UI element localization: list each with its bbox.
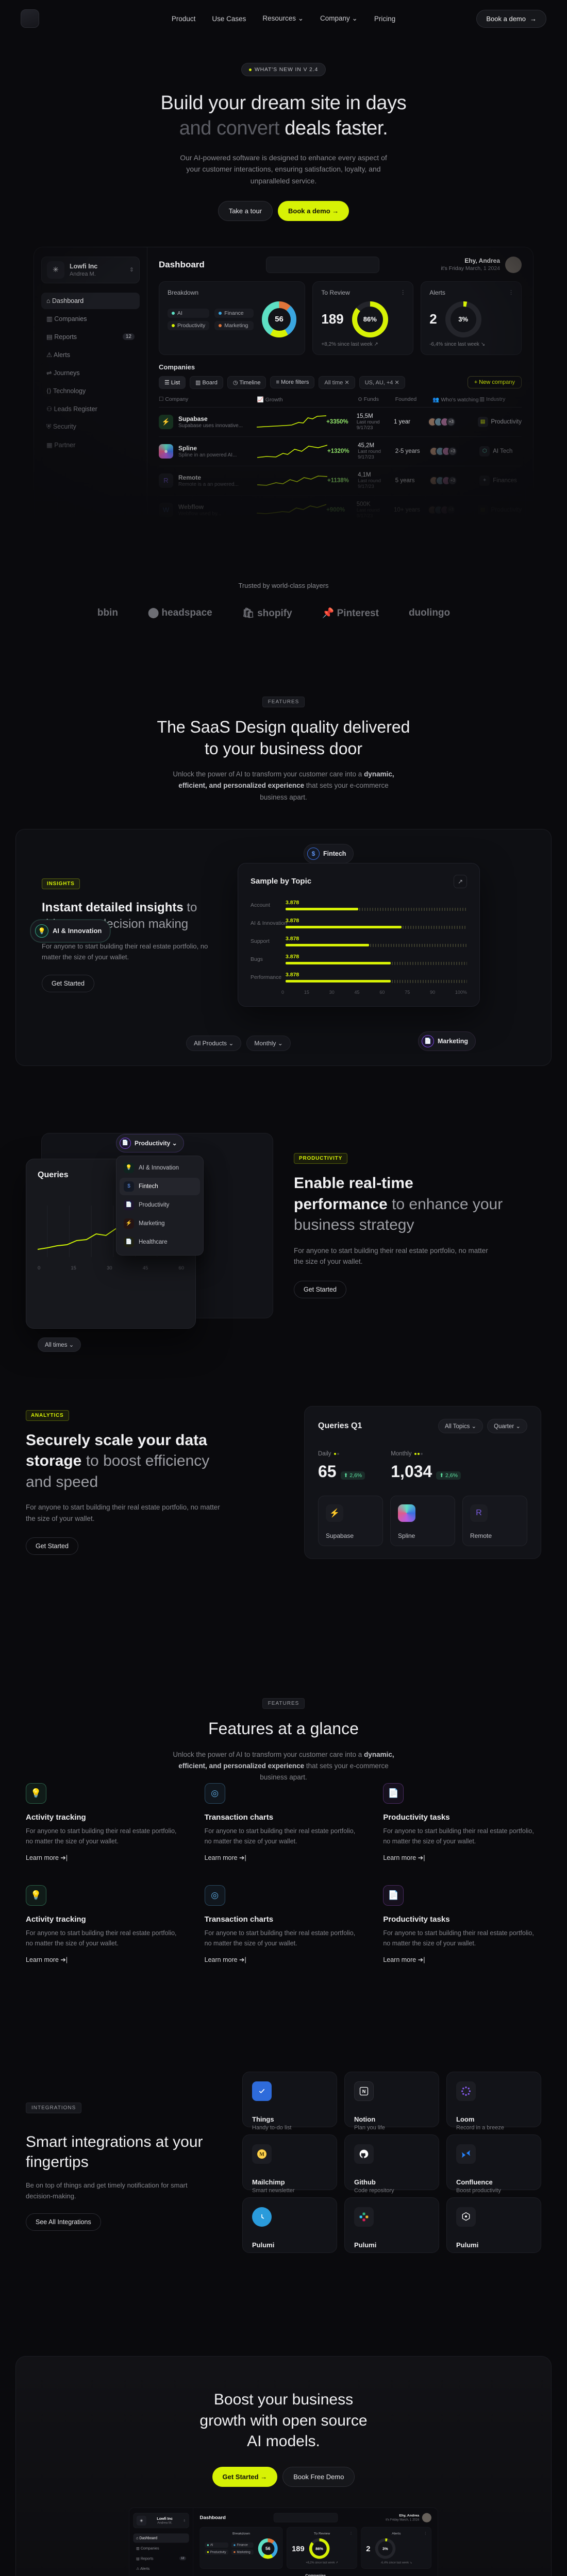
svg-text:N: N (362, 2089, 366, 2094)
svg-text:M: M (259, 2152, 264, 2158)
